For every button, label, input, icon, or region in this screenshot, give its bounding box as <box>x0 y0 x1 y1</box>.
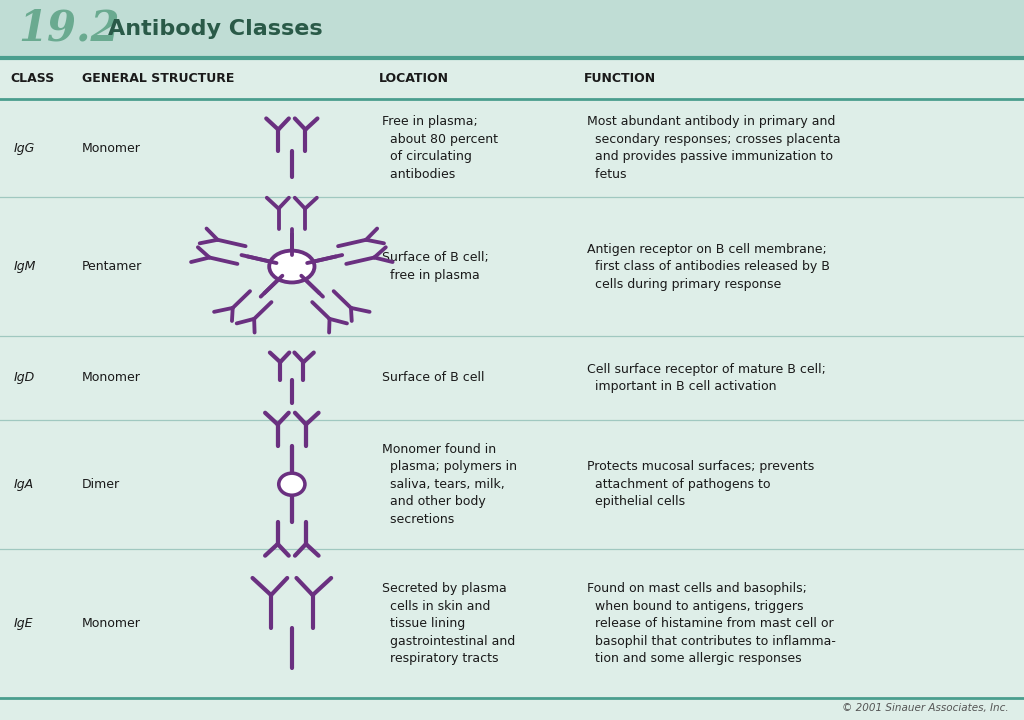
Text: Monomer found in
  plasma; polymers in
  saliva, tears, milk,
  and other body
 : Monomer found in plasma; polymers in sal… <box>382 443 517 526</box>
Text: Secreted by plasma
  cells in skin and
  tissue lining
  gastrointestinal and
  : Secreted by plasma cells in skin and tis… <box>382 582 515 665</box>
Text: Protects mucosal surfaces; prevents
  attachment of pathogens to
  epithelial ce: Protects mucosal surfaces; prevents atta… <box>587 460 814 508</box>
Text: Found on mast cells and basophils;
  when bound to antigens, triggers
  release : Found on mast cells and basophils; when … <box>587 582 836 665</box>
Text: Antigen receptor on B cell membrane;
  first class of antibodies released by B
 : Antigen receptor on B cell membrane; fir… <box>587 243 829 291</box>
Bar <box>0 0 1024 58</box>
Text: GENERAL STRUCTURE: GENERAL STRUCTURE <box>82 72 234 85</box>
Text: © 2001 Sinauer Associates, Inc.: © 2001 Sinauer Associates, Inc. <box>842 703 1009 713</box>
Text: Cell surface receptor of mature B cell;
  important in B cell activation: Cell surface receptor of mature B cell; … <box>587 363 825 393</box>
Text: IgM: IgM <box>13 260 36 273</box>
Ellipse shape <box>279 473 305 495</box>
Circle shape <box>269 251 314 282</box>
Text: LOCATION: LOCATION <box>379 72 449 85</box>
Text: Surface of B cell: Surface of B cell <box>382 372 484 384</box>
Text: Free in plasma;
  about 80 percent
  of circulating
  antibodies: Free in plasma; about 80 percent of circ… <box>382 115 498 181</box>
Text: Antibody Classes: Antibody Classes <box>108 19 323 39</box>
Text: Dimer: Dimer <box>82 477 120 491</box>
Text: Monomer: Monomer <box>82 372 140 384</box>
Text: IgA: IgA <box>13 477 34 491</box>
Text: Monomer: Monomer <box>82 617 140 630</box>
Text: Monomer: Monomer <box>82 142 140 155</box>
Text: IgE: IgE <box>13 617 33 630</box>
Text: CLASS: CLASS <box>10 72 54 85</box>
Text: IgG: IgG <box>13 142 35 155</box>
Text: Pentamer: Pentamer <box>82 260 142 273</box>
Text: 19.2: 19.2 <box>18 8 120 50</box>
Text: Most abundant antibody in primary and
  secondary responses; crosses placenta
  : Most abundant antibody in primary and se… <box>587 115 841 181</box>
Text: IgD: IgD <box>13 372 35 384</box>
Text: FUNCTION: FUNCTION <box>584 72 655 85</box>
Text: Surface of B cell;
  free in plasma: Surface of B cell; free in plasma <box>382 251 488 282</box>
